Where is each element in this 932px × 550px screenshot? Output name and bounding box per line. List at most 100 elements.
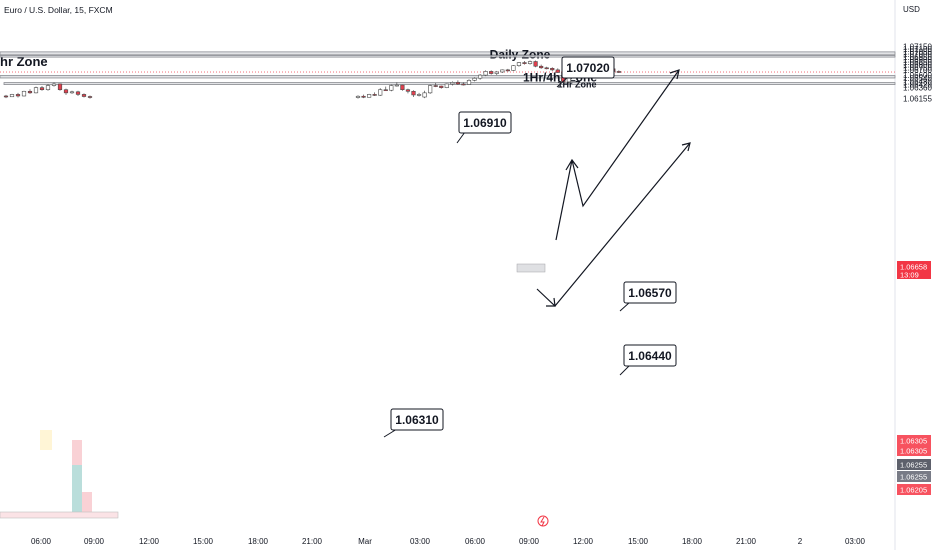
price-badge-value: 1.06255 <box>900 461 927 470</box>
zone-label: 1Hr Zone <box>557 80 596 90</box>
candle-bull <box>428 85 433 94</box>
callout-pointer <box>456 131 466 144</box>
y-tick-label: 1.07000 <box>903 50 932 59</box>
y-tick-label: 1.06360 <box>903 84 932 93</box>
candle-bear <box>411 90 416 96</box>
y-tick-label: 1.07050 <box>903 48 932 57</box>
price-badge-value: 1.06205 <box>900 486 927 495</box>
y-tick-label: 1.06750 <box>903 63 932 72</box>
candle-bull <box>394 84 399 87</box>
price-badge-value: 1.06255 <box>900 473 927 482</box>
callout-label: 1.06440 <box>628 349 672 363</box>
candle-bear <box>405 89 411 92</box>
y-tick-label: 1.07100 <box>903 45 932 54</box>
candle-bull <box>527 61 533 64</box>
price-badge <box>897 484 931 495</box>
x-tick-label: 2 <box>798 537 803 546</box>
candle-bear <box>87 96 93 98</box>
candle-bear <box>522 62 527 64</box>
x-tick-label: 09:00 <box>519 537 540 546</box>
candle-bull <box>51 83 57 86</box>
x-tick-label: 03:00 <box>410 537 431 546</box>
callout-box <box>623 281 677 304</box>
y-tick-label: 1.06800 <box>903 61 932 70</box>
y-tick-label: 1.06900 <box>903 55 932 64</box>
price-badge <box>897 459 931 470</box>
callout-label: 1.07020 <box>566 61 610 75</box>
candle-bear <box>555 69 560 73</box>
candle-bear <box>27 90 33 94</box>
candle-bull <box>9 94 15 98</box>
price-badge <box>897 435 931 446</box>
price-badge <box>897 471 931 482</box>
candle-bear <box>489 71 494 74</box>
candle-bear <box>81 94 87 97</box>
candle-bull <box>483 71 488 76</box>
candle-bull <box>416 94 422 96</box>
candle-bull <box>422 92 427 98</box>
candle-bull <box>69 91 75 94</box>
alert-icon <box>537 515 549 527</box>
candle-bear <box>550 68 555 71</box>
candle-bear <box>533 61 538 67</box>
candle-bull <box>466 80 472 85</box>
candle-bear <box>3 95 9 98</box>
position-box-green <box>72 465 82 515</box>
symbol-title: Euro / U.S. Dollar, 15, FXCM <box>4 5 113 15</box>
price-badge <box>897 261 931 279</box>
y-tick-label: 1.06420 <box>903 80 932 89</box>
price-badge-value: 1.06658 <box>900 263 927 272</box>
y-tick-label: 1.07150 <box>903 42 932 51</box>
candle-bear <box>57 83 63 91</box>
candle-bear <box>400 84 405 91</box>
alert-icon-bolt <box>540 516 545 527</box>
candle-bull <box>366 94 372 98</box>
x-tick-label: 15:00 <box>628 537 649 546</box>
y-tick-label: 1.06540 <box>903 74 932 83</box>
callout-label: 1.06570 <box>628 286 672 300</box>
x-tick-label: 18:00 <box>248 537 269 546</box>
position-box-red <box>82 492 92 516</box>
y-tick-label: 1.06850 <box>903 58 932 67</box>
price-highlight-box <box>516 263 546 273</box>
x-tick-label: Mar <box>358 537 372 546</box>
candle-bull <box>444 83 449 88</box>
candle-bear <box>372 94 377 96</box>
y-tick-label: 1.06700 <box>903 66 932 75</box>
candle-bear <box>433 85 438 87</box>
candle-bull <box>472 77 477 81</box>
callout-box <box>458 111 512 134</box>
price-badge-value: 1.06305 <box>900 437 927 446</box>
callout-box <box>390 408 444 431</box>
x-tick-label: 03:00 <box>845 537 866 546</box>
y-tick-label: 1.06600 <box>903 71 932 80</box>
candle-bull <box>450 82 455 85</box>
arrow-head <box>546 297 556 307</box>
y-tick-label: 1.06480 <box>903 77 932 86</box>
projection-arrow <box>555 69 680 241</box>
price-badge <box>897 445 931 456</box>
x-tick-label: 06:00 <box>31 537 52 546</box>
zone-label: Daily Zone <box>490 47 551 61</box>
candle-bear <box>439 85 444 88</box>
candle-bear <box>539 65 544 69</box>
callout-pointer <box>556 76 569 88</box>
arrow-head <box>681 142 691 152</box>
candle-bear <box>63 89 69 94</box>
partial-zone-label: hr Zone <box>0 54 48 69</box>
supply-demand-zone <box>0 75 896 79</box>
candle-bull <box>516 62 522 67</box>
candle-bull <box>33 87 39 94</box>
currency-label: USD <box>903 5 920 14</box>
candle-bear <box>383 89 388 92</box>
x-tick-label: 18:00 <box>682 537 703 546</box>
y-tick-label: 1.06950 <box>903 53 932 62</box>
candle-bear <box>39 87 45 91</box>
candle-bull <box>21 90 27 97</box>
callout-box <box>623 344 677 367</box>
candle-bull <box>477 74 483 79</box>
candle-bear <box>455 82 461 85</box>
x-tick-label: 12:00 <box>573 537 594 546</box>
